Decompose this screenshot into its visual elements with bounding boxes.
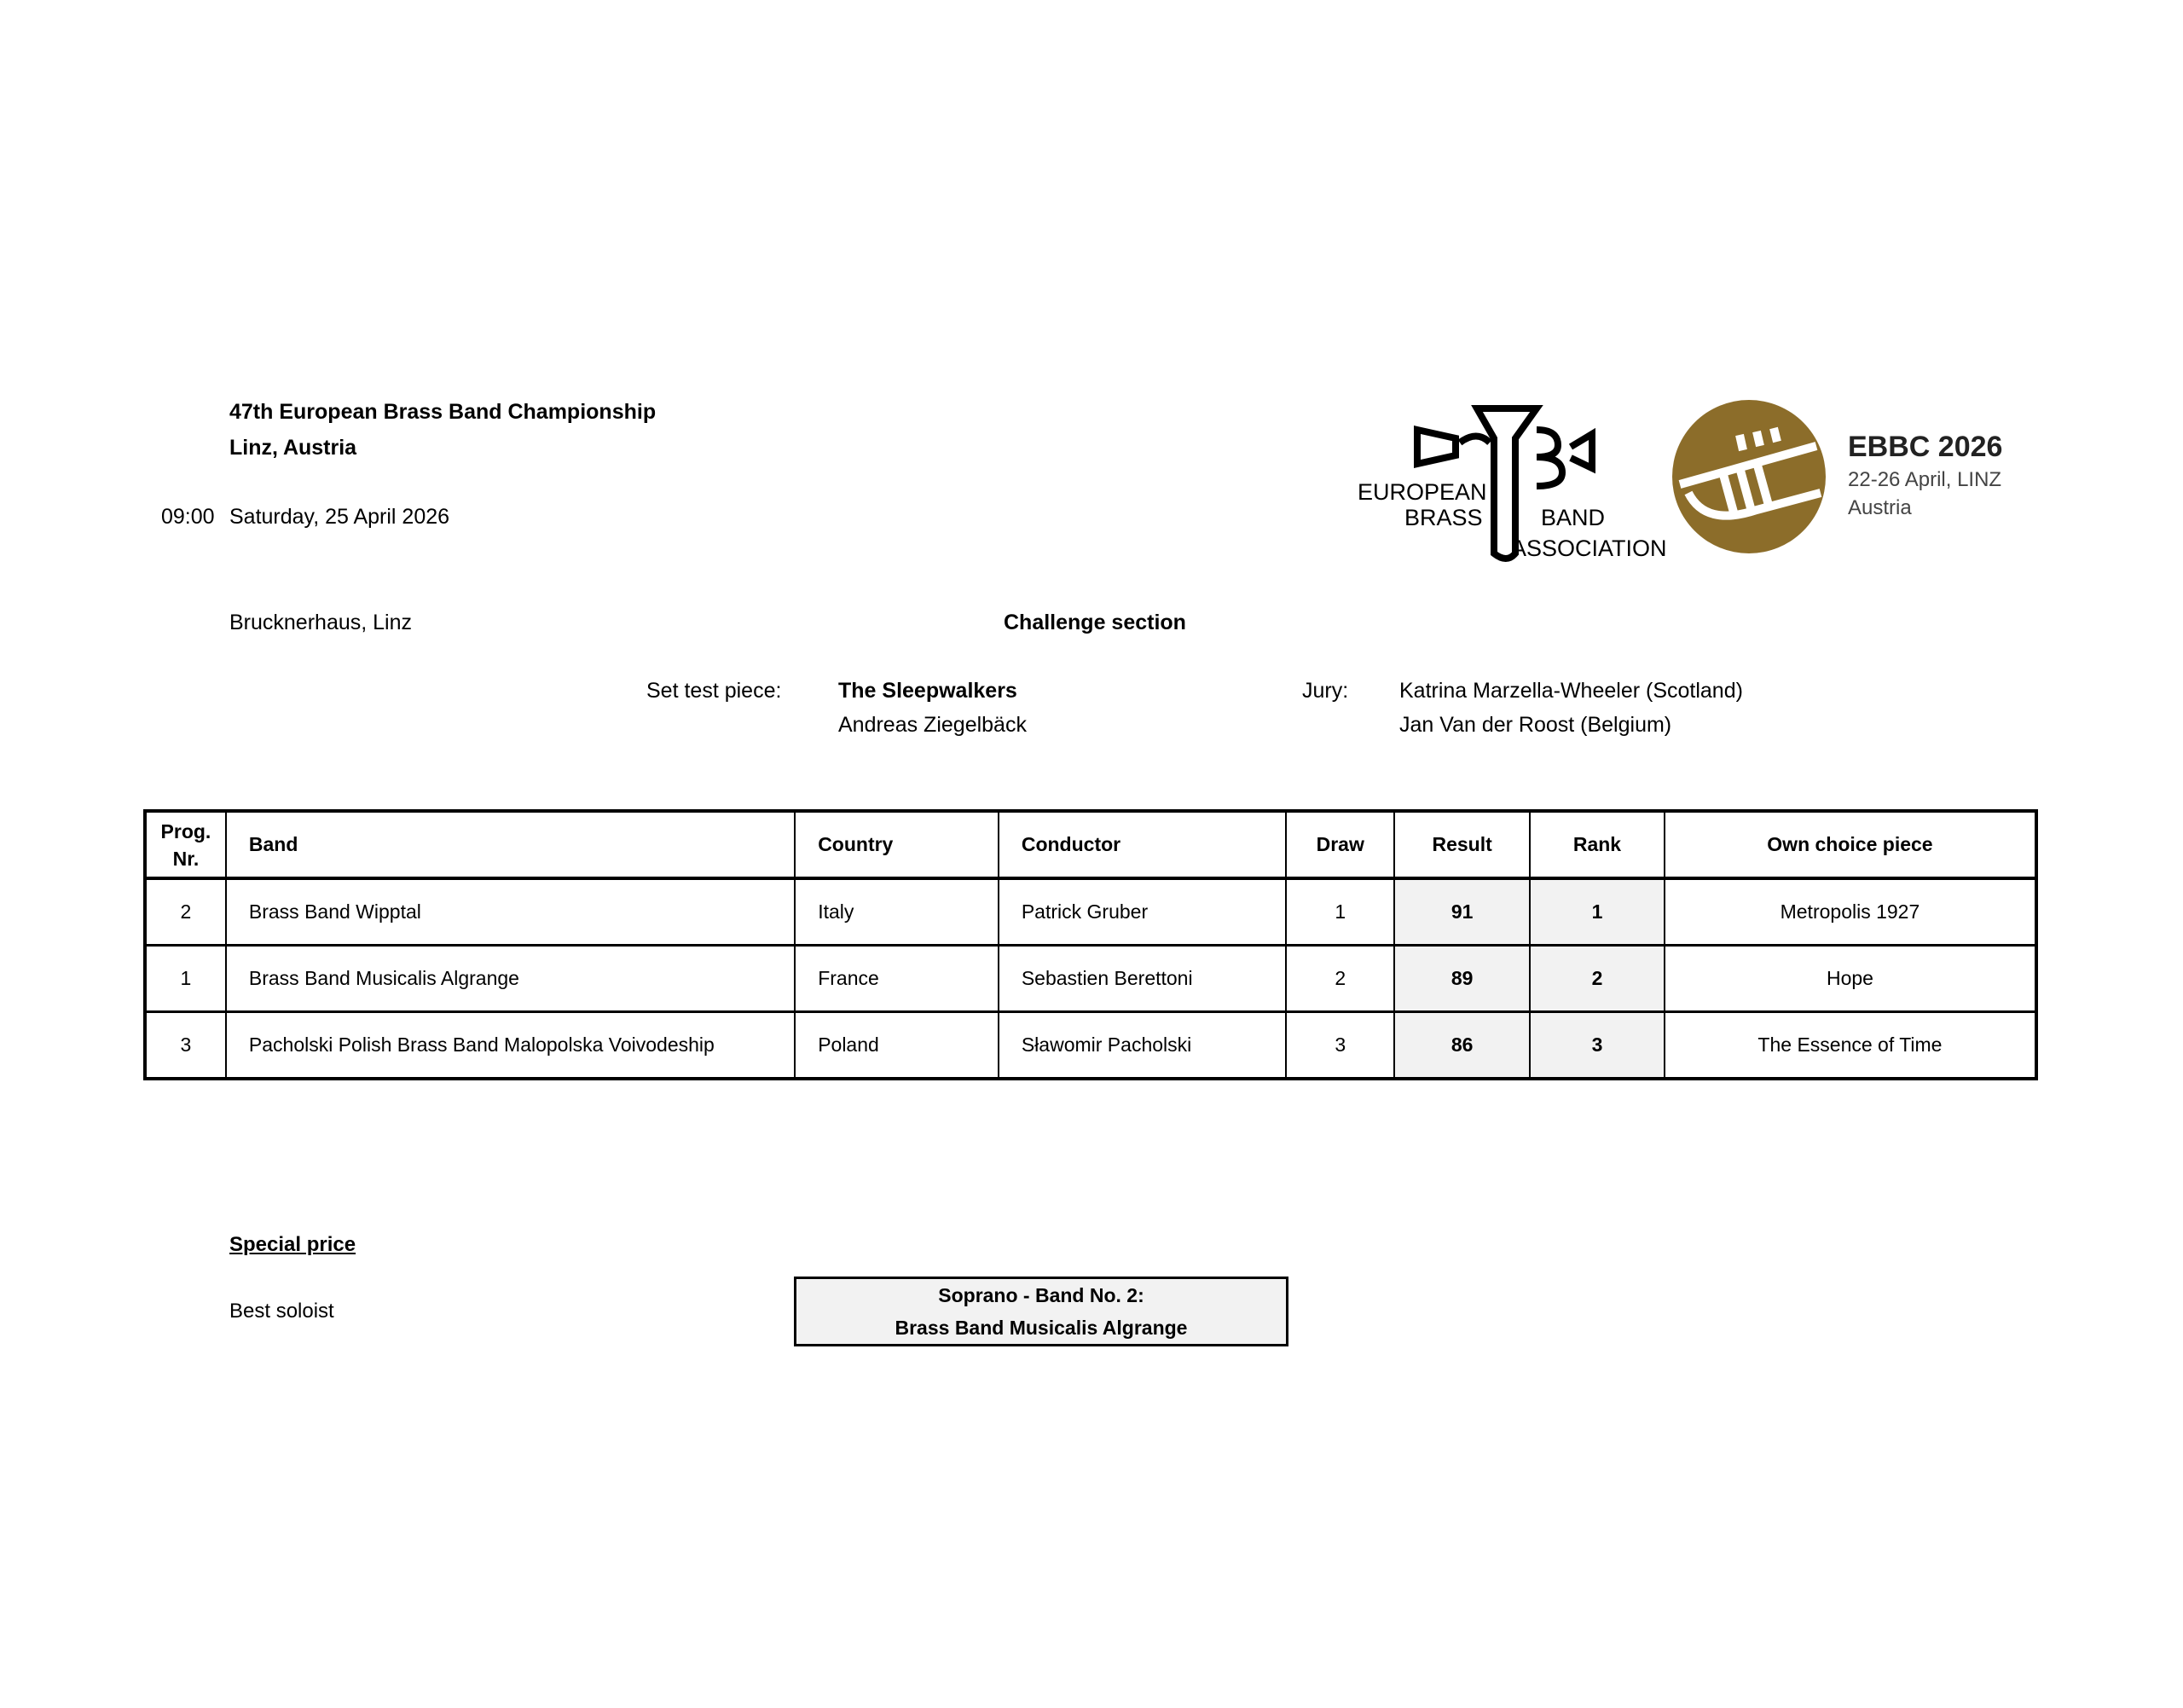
- special-price-heading: Special price: [229, 1233, 356, 1256]
- country: Poland: [794, 1010, 999, 1080]
- jury-member: Jan Van der Roost (Belgium): [1399, 713, 1672, 737]
- draw: 2: [1285, 944, 1396, 1013]
- band: Pacholski Polish Brass Band Malopolska V…: [224, 1010, 796, 1080]
- event-date: Saturday, 25 April 2026: [229, 505, 450, 529]
- result: 91: [1393, 877, 1532, 947]
- col-result: Result: [1393, 810, 1532, 879]
- conductor: Sebastien Berettoni: [997, 944, 1288, 1013]
- conductor: Sławomir Pacholski: [997, 1010, 1288, 1080]
- prog-nr: 1: [144, 944, 227, 1013]
- own-choice-piece: The Essence of Time: [1663, 1010, 2038, 1080]
- results-table: Prog. Nr. Band Country Conductor Draw Re…: [143, 809, 2038, 1080]
- table-row: 1 Brass Band Musicalis Algrange France S…: [144, 944, 2038, 1013]
- conductor: Patrick Gruber: [997, 877, 1288, 947]
- svg-text:ASSOCIATION: ASSOCIATION: [1511, 536, 1667, 561]
- col-country: Country: [794, 810, 999, 879]
- table-row: 3 Pacholski Polish Brass Band Malopolska…: [144, 1010, 2038, 1080]
- country: Italy: [794, 877, 999, 947]
- svg-text:EUROPEAN: EUROPEAN: [1358, 479, 1487, 505]
- col-rank: Rank: [1529, 810, 1665, 879]
- col-band: Band: [224, 810, 796, 879]
- event-title: 47th European Brass Band Championship: [229, 400, 657, 424]
- section-title: Challenge section: [1004, 611, 1186, 634]
- svg-text:BAND: BAND: [1541, 505, 1605, 530]
- test-piece-title: The Sleepwalkers: [838, 679, 1017, 703]
- test-piece-composer: Andreas Ziegelbäck: [838, 713, 1027, 737]
- col-conductor: Conductor: [997, 810, 1288, 879]
- event-location: Linz, Austria: [229, 436, 357, 460]
- prog-nr: 2: [144, 877, 227, 947]
- rank: 1: [1529, 877, 1665, 947]
- table-row: 2 Brass Band Wipptal Italy Patrick Grube…: [144, 877, 2038, 947]
- col-prog-nr: Prog. Nr.: [144, 810, 227, 879]
- test-piece-label: Set test piece:: [646, 679, 782, 703]
- band: Brass Band Wipptal: [224, 877, 796, 947]
- draw: 3: [1285, 1010, 1396, 1080]
- winner-line-2: Brass Band Musicalis Algrange: [895, 1317, 1188, 1339]
- rank: 2: [1529, 944, 1665, 1013]
- rank: 3: [1529, 1010, 1665, 1080]
- ebba-monogram-mark: [1414, 405, 1595, 562]
- winner-line-1: Soprano - Band No. 2:: [938, 1284, 1144, 1306]
- result: 86: [1393, 1010, 1532, 1080]
- band: Brass Band Musicalis Algrange: [224, 944, 796, 1013]
- jury-member: Katrina Marzella-Wheeler (Scotland): [1399, 679, 1743, 703]
- result: 89: [1393, 944, 1532, 1013]
- best-soloist-winner: Soprano - Band No. 2: Brass Band Musical…: [794, 1277, 1288, 1346]
- own-choice-piece: Metropolis 1927: [1663, 877, 2038, 947]
- country: France: [794, 944, 999, 1013]
- col-draw: Draw: [1285, 810, 1396, 879]
- prog-nr: 3: [144, 1010, 227, 1080]
- ebbc-trumpet-logo: [1671, 399, 1827, 554]
- jury-label: Jury:: [1302, 679, 1349, 703]
- venue: Brucknerhaus, Linz: [229, 611, 413, 634]
- ebbc-title: EBBC 2026: [1848, 431, 2003, 463]
- ebbc-dates: 22-26 April, LINZ: [1848, 468, 2002, 491]
- table-header-row: Prog. Nr. Band Country Conductor Draw Re…: [144, 810, 2038, 879]
- best-soloist-label: Best soloist: [229, 1300, 334, 1323]
- draw: 1: [1285, 877, 1396, 947]
- col-own-choice: Own choice piece: [1663, 810, 2038, 879]
- svg-text:BRASS: BRASS: [1404, 505, 1483, 530]
- ebba-logo: EUROPEAN BRASS BAND ASSOCIATION: [1358, 404, 1669, 566]
- own-choice-piece: Hope: [1663, 944, 2038, 1013]
- ebbc-country: Austria: [1848, 496, 1912, 519]
- event-time: 09:00: [161, 505, 215, 529]
